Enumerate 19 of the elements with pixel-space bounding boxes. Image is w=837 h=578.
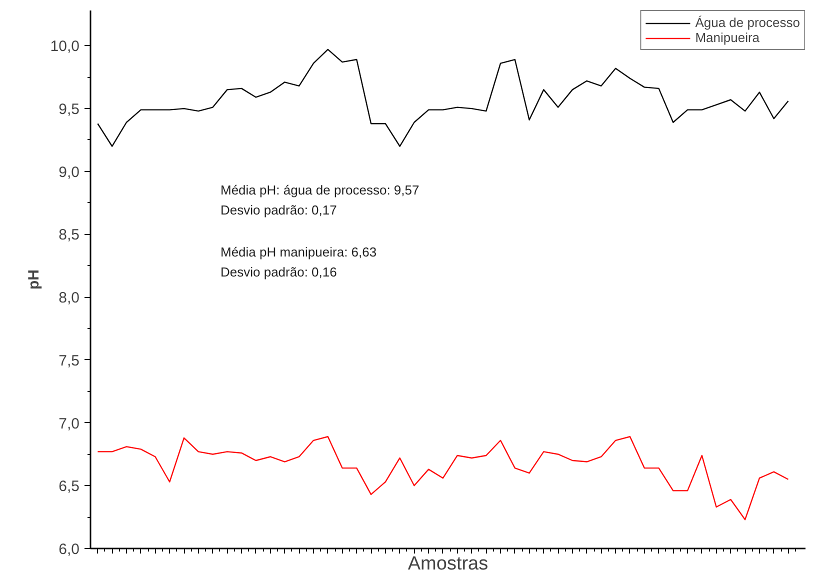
y-tick-label: 8,0 (58, 290, 80, 307)
y-tick-label: 7,0 (58, 415, 80, 432)
x-axis-title: Amostras (408, 554, 488, 574)
y-axis-title: pH (25, 270, 42, 290)
y-tick-label: 7,5 (58, 352, 80, 370)
annotation: Média pH manipueira: 6,63 (220, 244, 377, 260)
y-tick-label: 8,5 (58, 226, 80, 244)
y-tick-label: 10,0 (50, 38, 80, 56)
legend-label: Manipueira (695, 30, 760, 45)
annotation: Desvio padrão: 0,17 (220, 202, 337, 218)
y-tick-label: 6,5 (58, 478, 80, 496)
y-tick-label: 9,5 (58, 101, 80, 118)
annotation: Média pH: água de processo: 9,57 (220, 182, 420, 198)
annotation: Desvio padrão: 0,16 (220, 264, 337, 280)
legend-label: Água de processo (695, 15, 800, 30)
line-series (97, 436, 789, 520)
line-series (97, 48, 789, 147)
y-tick-label: 9,0 (58, 164, 80, 181)
y-tick-label: 6,0 (58, 541, 80, 558)
